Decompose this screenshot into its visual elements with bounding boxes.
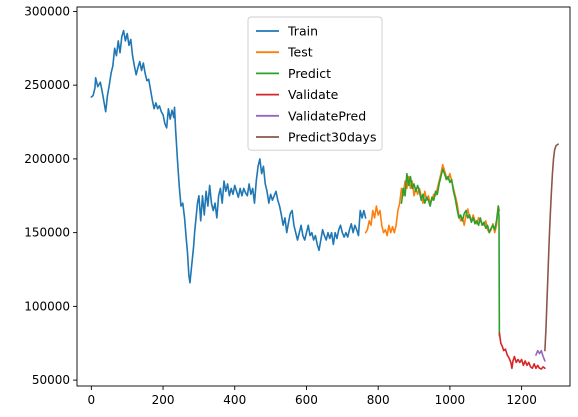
x-tick-label: 600 <box>295 393 318 407</box>
legend-label-validate: Validate <box>288 87 339 102</box>
x-tick-label: 1200 <box>506 393 537 407</box>
y-tick-label: 150000 <box>24 226 70 240</box>
legend-box <box>247 16 383 151</box>
legend-label-predict: Predict <box>288 66 331 81</box>
y-tick-label: 250000 <box>24 78 70 92</box>
legend-label-test: Test <box>287 45 313 60</box>
series-line-validate <box>498 332 546 370</box>
y-tick-label: 200000 <box>24 152 70 166</box>
x-tick-label: 1000 <box>435 393 466 407</box>
x-tick-label: 800 <box>367 393 390 407</box>
series-lines <box>90 29 559 370</box>
series-line-validatepred <box>535 349 546 362</box>
legend-label-predict30days: Predict30days <box>288 130 376 145</box>
legend: Train Test Predict Validate ValidatePred Pred… <box>247 16 383 151</box>
y-axis: 50000 100000 150000 200000 250000 300000 <box>24 4 77 387</box>
plot-frame <box>76 6 571 387</box>
y-tick-label: 300000 <box>24 4 70 18</box>
y-tick-label: 100000 <box>24 299 70 313</box>
x-tick-label: 400 <box>223 393 246 407</box>
series-line-predict30days <box>544 143 559 352</box>
legend-label-train: Train <box>287 24 318 39</box>
x-tick-label: 200 <box>152 393 175 407</box>
x-axis: 0 200 400 600 800 1000 1200 <box>88 386 537 407</box>
legend-label-validatepred: ValidatePred <box>288 108 366 123</box>
series-line-predict <box>400 168 501 337</box>
x-tick-label: 0 <box>88 393 96 407</box>
y-tick-label: 50000 <box>32 373 70 387</box>
series-line-train <box>90 29 367 284</box>
